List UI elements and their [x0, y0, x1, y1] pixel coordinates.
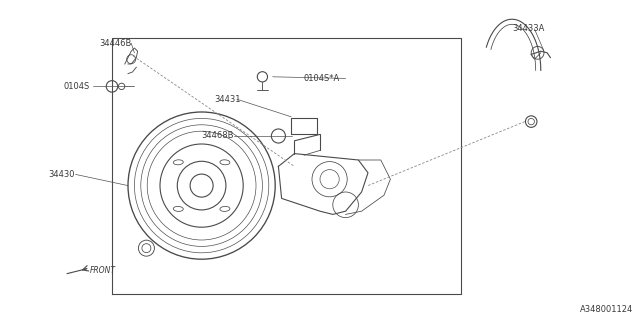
- Text: 0104S*A: 0104S*A: [304, 74, 340, 83]
- Text: 34431: 34431: [214, 95, 241, 104]
- Text: FRONT: FRONT: [90, 266, 116, 275]
- Text: 34430: 34430: [48, 170, 74, 179]
- Text: A348001124: A348001124: [580, 305, 634, 314]
- Text: 34446B: 34446B: [99, 39, 132, 48]
- Text: 0104S: 0104S: [64, 82, 90, 91]
- Text: 34468B: 34468B: [202, 132, 234, 140]
- Text: 34433A: 34433A: [512, 24, 545, 33]
